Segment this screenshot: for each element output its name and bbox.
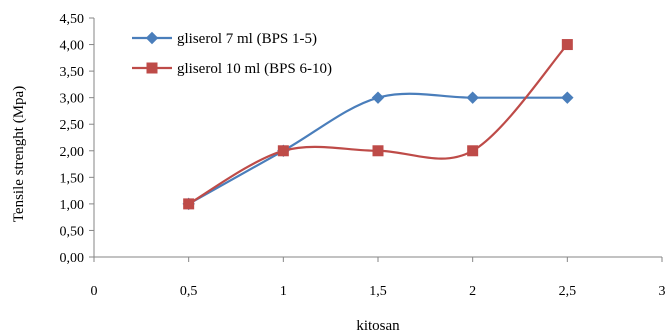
data-point-series-2 bbox=[372, 145, 384, 157]
tick-labels: 0,000,501,001,502,002,503,003,504,004,50… bbox=[60, 12, 665, 299]
x-tick-label: 0 bbox=[91, 284, 98, 299]
y-tick-label: 4,50 bbox=[60, 12, 85, 27]
data-point-series-2 bbox=[277, 145, 289, 157]
y-tick-label: 2,50 bbox=[60, 118, 85, 133]
legend-label-1: gliserol 7 ml (BPS 1-5) bbox=[177, 31, 317, 47]
y-axis-title: Tensile strenght (Mpa) bbox=[11, 86, 27, 222]
data-point-series-1 bbox=[561, 91, 574, 104]
legend-label-2: gliserol 10 ml (BPS 6-10) bbox=[177, 61, 332, 77]
y-tick-label: 3,50 bbox=[60, 65, 85, 80]
x-tick-label: 3 bbox=[659, 284, 665, 299]
x-tick-label: 1 bbox=[280, 284, 287, 299]
x-axis-title: kitosan bbox=[356, 318, 400, 334]
x-tick-label: 2,5 bbox=[559, 284, 577, 299]
series-markers bbox=[182, 39, 574, 211]
y-tick-label: 2,00 bbox=[60, 145, 85, 160]
y-tick-label: 0,50 bbox=[60, 224, 85, 239]
axes bbox=[89, 17, 663, 262]
y-tick-label: 4,00 bbox=[60, 39, 85, 54]
data-point-series-2 bbox=[183, 198, 195, 210]
data-point-series-2 bbox=[561, 39, 573, 51]
x-tick-label: 1,5 bbox=[369, 284, 387, 299]
x-tick-label: 0,5 bbox=[180, 284, 198, 299]
legend-marker-2 bbox=[146, 62, 158, 74]
x-tick-label: 2 bbox=[469, 284, 476, 299]
y-tick-label: 0,00 bbox=[60, 251, 85, 266]
data-point-series-1 bbox=[371, 91, 385, 104]
y-tick-label: 3,00 bbox=[60, 92, 85, 107]
legend-marker-1 bbox=[145, 31, 159, 45]
y-tick-label: 1,00 bbox=[60, 198, 85, 213]
data-point-series-2 bbox=[467, 145, 479, 157]
y-tick-label: 1,50 bbox=[60, 171, 85, 186]
legend: gliserol 7 ml (BPS 1-5) gliserol 10 ml (B… bbox=[132, 31, 332, 77]
data-point-series-1 bbox=[466, 91, 479, 104]
